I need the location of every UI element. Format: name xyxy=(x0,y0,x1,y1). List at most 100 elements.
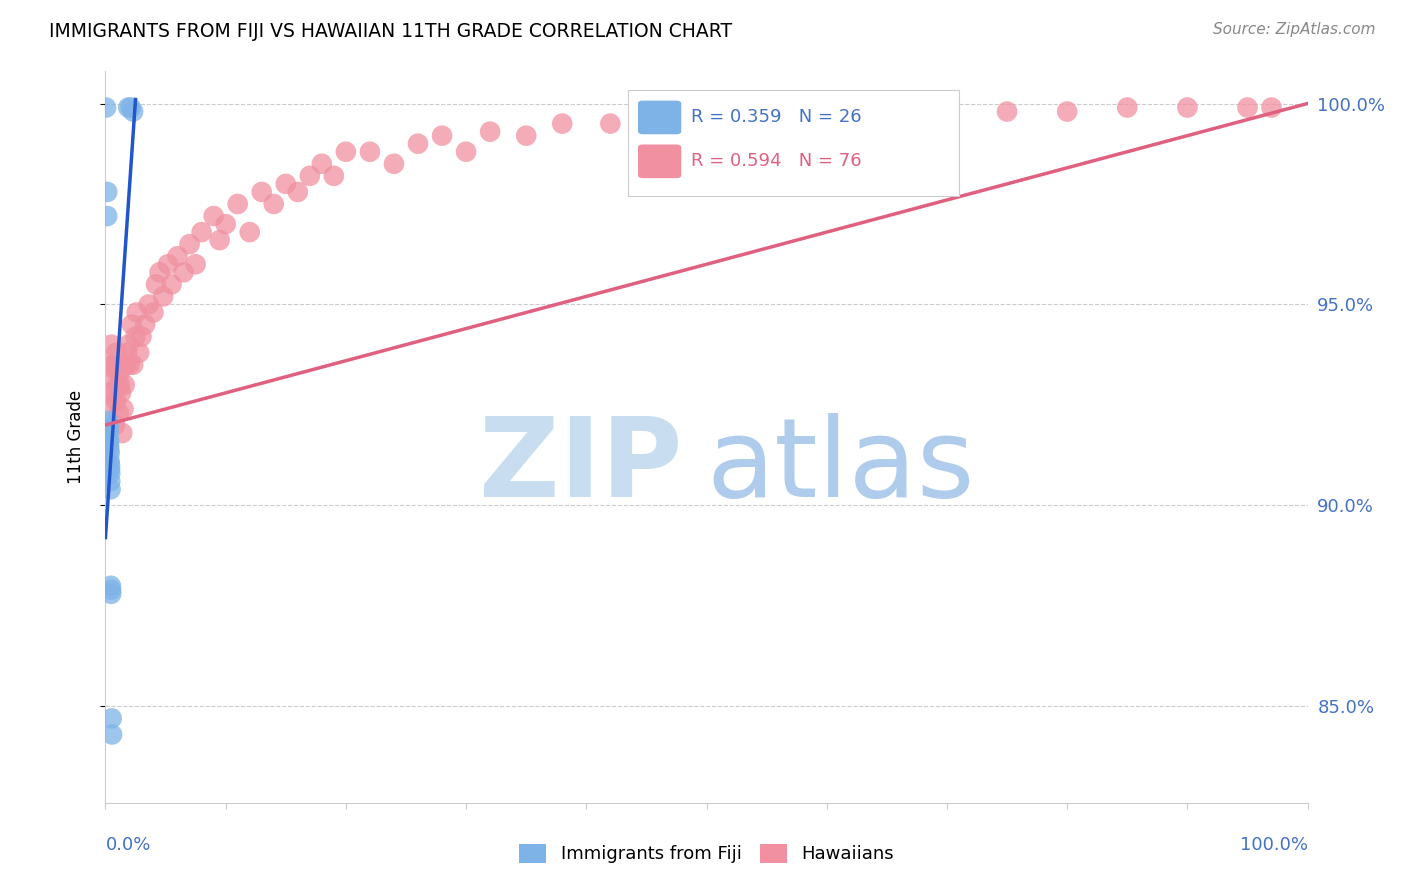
Text: Source: ZipAtlas.com: Source: ZipAtlas.com xyxy=(1212,22,1375,37)
Point xyxy=(107,406,129,420)
Point xyxy=(111,425,134,440)
Point xyxy=(100,369,122,384)
Point xyxy=(208,233,231,247)
Point xyxy=(335,145,357,159)
Point xyxy=(97,434,120,449)
Point xyxy=(124,329,146,343)
Point xyxy=(145,277,167,292)
Point xyxy=(100,582,122,597)
Point xyxy=(100,337,122,351)
Point xyxy=(382,157,405,171)
Point xyxy=(274,177,297,191)
Point xyxy=(115,345,138,359)
Point xyxy=(98,434,121,449)
Y-axis label: 11th Grade: 11th Grade xyxy=(66,390,84,484)
Point xyxy=(98,475,121,489)
Point xyxy=(156,257,179,271)
Point xyxy=(103,358,125,372)
Point xyxy=(97,425,120,440)
Point xyxy=(876,101,898,115)
Point xyxy=(647,104,669,119)
Point xyxy=(96,385,118,400)
Point xyxy=(117,101,139,115)
Point xyxy=(152,289,174,303)
Point xyxy=(97,422,120,436)
Point xyxy=(250,185,273,199)
Point xyxy=(287,185,309,199)
Point xyxy=(599,117,621,131)
Point xyxy=(142,305,165,319)
Point xyxy=(125,305,148,319)
Point xyxy=(110,385,132,400)
Point xyxy=(108,366,131,380)
Point xyxy=(359,145,381,159)
Point xyxy=(98,467,121,481)
Point xyxy=(98,442,121,457)
Point xyxy=(1236,101,1258,115)
Point xyxy=(98,454,121,468)
Point xyxy=(100,483,122,497)
Point xyxy=(108,377,131,392)
Point xyxy=(138,297,160,311)
Point xyxy=(214,217,236,231)
Text: 100.0%: 100.0% xyxy=(1240,837,1308,855)
Point xyxy=(406,136,429,151)
Point xyxy=(430,128,453,143)
Point xyxy=(1175,101,1198,115)
Point xyxy=(696,112,718,127)
Point xyxy=(97,414,120,428)
Point xyxy=(128,345,150,359)
Point xyxy=(117,337,139,351)
Point xyxy=(1260,101,1282,115)
Point xyxy=(184,257,207,271)
Text: 0.0%: 0.0% xyxy=(105,837,150,855)
Point xyxy=(995,104,1018,119)
Point xyxy=(98,458,121,473)
Point xyxy=(101,385,124,400)
Legend: Immigrants from Fiji, Hawaiians: Immigrants from Fiji, Hawaiians xyxy=(512,837,901,871)
Point xyxy=(115,358,138,372)
Point xyxy=(96,185,118,199)
Point xyxy=(105,393,128,408)
Point xyxy=(98,358,121,372)
Point xyxy=(226,197,249,211)
Point xyxy=(114,377,136,392)
Point xyxy=(122,358,145,372)
Point xyxy=(1116,101,1139,115)
Point xyxy=(551,117,574,131)
Point xyxy=(134,318,156,332)
Point xyxy=(122,104,145,119)
Point xyxy=(97,417,120,432)
Text: R = 0.359   N = 26: R = 0.359 N = 26 xyxy=(690,109,862,127)
Point xyxy=(96,209,118,223)
Point xyxy=(173,265,195,279)
Point xyxy=(100,579,122,593)
Point xyxy=(166,249,188,263)
Point xyxy=(100,587,122,601)
Point xyxy=(298,169,321,183)
Point xyxy=(101,727,124,741)
Text: R = 0.594   N = 76: R = 0.594 N = 76 xyxy=(690,153,862,170)
Point xyxy=(263,197,285,211)
Point xyxy=(202,209,225,223)
Point xyxy=(98,438,121,452)
Point xyxy=(118,358,141,372)
Point xyxy=(120,101,142,115)
FancyBboxPatch shape xyxy=(638,145,682,178)
Point xyxy=(322,169,344,183)
Point xyxy=(160,277,183,292)
Point xyxy=(454,145,477,159)
Point xyxy=(104,417,127,432)
Point xyxy=(103,361,125,376)
Point xyxy=(755,104,778,119)
Point xyxy=(100,711,122,725)
Point xyxy=(105,345,128,359)
Point xyxy=(121,318,143,332)
Point xyxy=(98,446,121,460)
Point xyxy=(98,398,121,412)
Point xyxy=(815,101,838,115)
Point xyxy=(1056,104,1078,119)
Point xyxy=(190,225,212,239)
Text: IMMIGRANTS FROM FIJI VS HAWAIIAN 11TH GRADE CORRELATION CHART: IMMIGRANTS FROM FIJI VS HAWAIIAN 11TH GR… xyxy=(49,22,733,41)
FancyBboxPatch shape xyxy=(628,90,959,195)
